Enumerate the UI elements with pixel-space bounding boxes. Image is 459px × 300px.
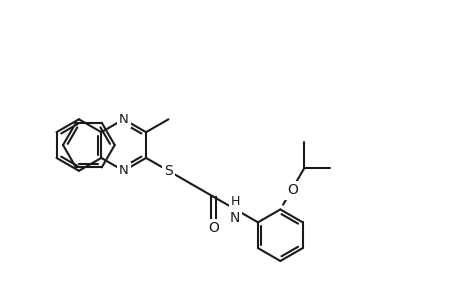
Text: N: N bbox=[118, 164, 128, 177]
Text: O: O bbox=[207, 221, 218, 235]
Text: N: N bbox=[118, 113, 128, 126]
Text: S: S bbox=[164, 164, 173, 178]
Text: H: H bbox=[230, 196, 240, 208]
Text: N: N bbox=[229, 212, 239, 225]
Text: O: O bbox=[286, 184, 297, 197]
